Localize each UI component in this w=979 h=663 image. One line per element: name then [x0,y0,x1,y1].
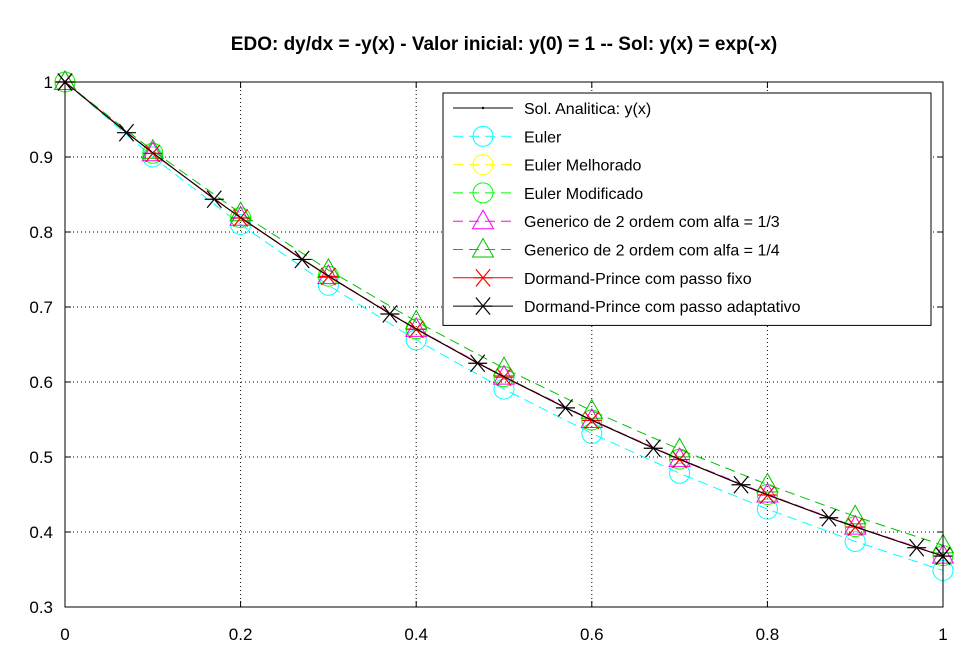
data-point-marker [668,437,691,458]
data-point-marker [907,538,927,557]
x-tick-label: 0 [60,625,69,644]
data-point-marker [756,472,779,493]
data-point-marker [580,398,604,419]
data-point-marker [756,498,778,520]
series-dormand-prince-com-passo-adaptativo [55,73,953,566]
data-point-marker [473,297,493,316]
legend-label: Generico de 2 ordem com alfa = 1/3 [524,214,780,231]
legend-label: Sol. Analitica: y(x) [524,101,651,118]
data-point-marker [472,154,494,176]
legend-label: Euler Melhorado [524,158,642,175]
y-tick-label: 0.5 [29,448,53,467]
series-line [64,81,944,557]
legend-entry: Euler Modificado [453,182,643,204]
data-point-marker [472,182,494,204]
y-tick-label: 0.9 [29,148,53,167]
plot-series [53,69,955,581]
data-point-marker [493,378,515,400]
legend-entry: Euler Melhorado [453,154,642,176]
data-point-marker [473,268,493,287]
data-point-marker [143,144,163,163]
x-tick-label: 0.6 [580,625,604,644]
legend-entry: Generico de 2 ordem com alfa = 1/3 [453,209,780,231]
legend-entry: Dormand-Prince com passo adaptativo [453,297,801,316]
data-point-marker [116,123,136,142]
data-point-marker [492,356,516,377]
x-tick-label: 0.8 [756,625,780,644]
data-point-marker [317,257,340,278]
y-tick-label: 0.3 [29,598,53,617]
series-line [64,81,944,546]
legend-entry: Sol. Analitica: y(x) [453,101,651,118]
data-point-marker [231,209,251,227]
y-tick-label: 0.6 [29,373,53,392]
axes: 0 0.2 0.4 0.6 0.8 1 0.3 0.4 0.5 0.6 0.7 0.8 0.9 1 [29,73,947,644]
data-point-marker [492,364,516,385]
legend-entry: Dormand-Prince com passo fixo [453,268,752,288]
data-point-marker [481,106,485,110]
data-point-marker [141,141,165,162]
data-point-marker [292,250,312,269]
series-line [64,81,944,571]
plot-frame [64,81,944,608]
legend-label: Euler [524,129,562,146]
legend-box [442,92,932,326]
legend-label: Euler Modificado [524,186,643,203]
data-point-marker [844,530,866,552]
legend-entry: Generico de 2 ordem com alfa = 1/4 [453,237,780,260]
legend-label: Dormand-Prince com passo adaptativo [524,299,801,316]
data-point-marker [471,237,495,258]
chart-title: EDO: dy/dx = -y(x) - Valor inicial: y(0)… [231,34,777,55]
data-point-marker [404,316,428,337]
data-point-marker [318,267,338,286]
legend-label: Generico de 2 ordem com alfa = 1/4 [524,243,780,260]
data-point-marker [317,264,340,285]
data-point-marker [819,508,839,527]
data-point-marker [229,205,252,226]
y-tick-label: 1 [44,73,53,92]
legend: Sol. Analitica: y(x) Euler Euler Melhorado… [442,92,932,326]
data-point-marker [581,422,603,444]
legend-entry: Euler [453,125,562,147]
x-tick-label: 1 [938,625,947,644]
data-point-marker [669,462,691,484]
legend-label: Dormand-Prince com passo fixo [524,271,752,288]
y-tick-label: 0.4 [29,523,53,542]
data-point-marker [468,354,488,373]
data-point-marker [204,190,224,209]
x-tick-label: 0.2 [229,625,253,644]
y-tick-label: 0.7 [29,298,53,317]
data-point-marker [731,475,751,494]
data-point-marker [643,439,663,458]
data-point-marker [380,305,400,323]
data-point-marker [472,125,494,147]
data-point-marker [471,209,495,230]
y-tick-label: 0.8 [29,223,53,242]
data-point-marker [843,504,867,525]
x-tick-label: 0.4 [404,625,428,644]
data-point-marker [555,398,575,417]
